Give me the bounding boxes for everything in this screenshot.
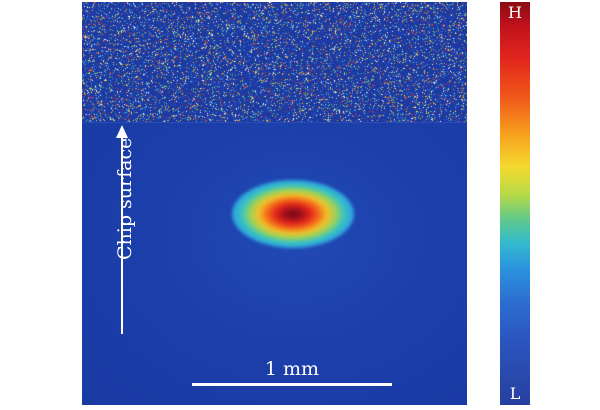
colorbar-low-label: L bbox=[509, 384, 521, 403]
colorbar: H L bbox=[500, 2, 530, 405]
chip-surface-boundary bbox=[82, 122, 467, 123]
signal-field bbox=[82, 123, 467, 405]
signal-spot bbox=[232, 180, 354, 248]
image-panel: Chip surface 1 mm bbox=[82, 2, 467, 405]
scale-bar-label: 1 mm bbox=[264, 358, 320, 380]
colorbar-high-label: H bbox=[508, 3, 522, 22]
noise-region bbox=[82, 2, 467, 122]
scale-bar bbox=[192, 383, 392, 386]
up-arrow-icon bbox=[116, 125, 128, 334]
